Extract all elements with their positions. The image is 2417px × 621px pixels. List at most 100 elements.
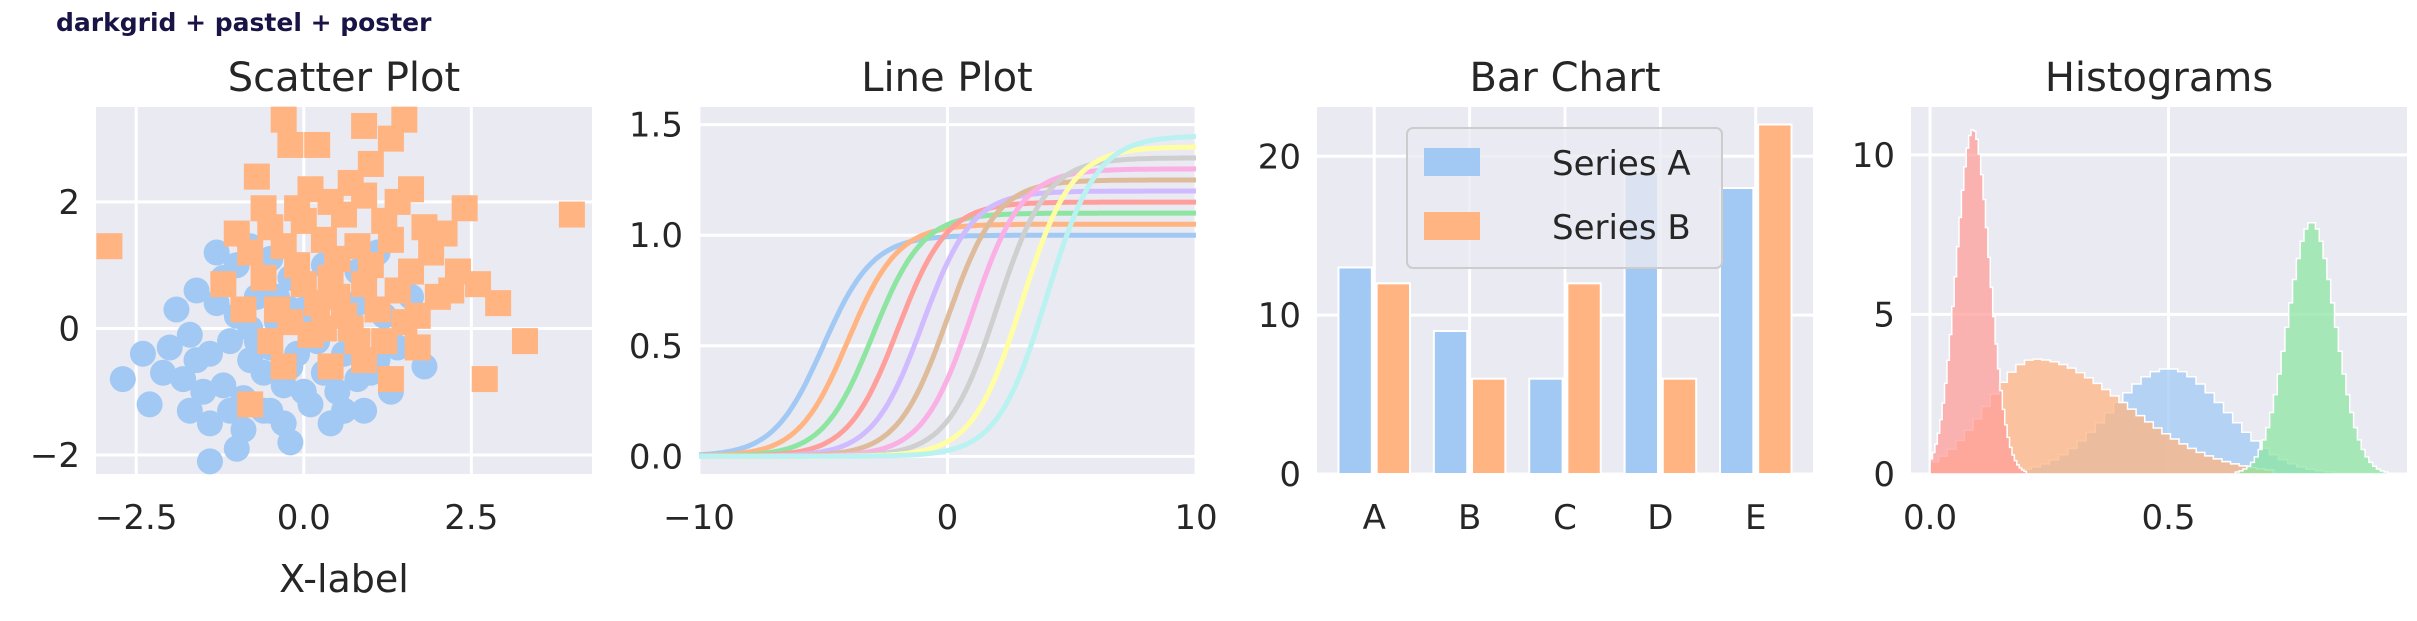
scatter-point-squares-38: [351, 271, 378, 298]
legend-label-series-b: Series B: [1552, 208, 1691, 248]
scatter-point-squares-41: [485, 290, 512, 317]
hist-ytick-2: 10: [1852, 136, 1895, 176]
bar-series-b-B: [1471, 377, 1507, 475]
scatter-point-circles-60: [290, 378, 317, 405]
scatter-point-circles-32: [190, 378, 217, 405]
bar-series-b-A: [1375, 282, 1411, 475]
legend-swatch-series-a: [1424, 148, 1480, 176]
figure-title: darkgrid + pastel + poster: [56, 8, 432, 37]
legend-label-series-a: Series A: [1552, 144, 1691, 184]
scatter-point-squares-15: [451, 195, 478, 222]
scatter-point-circles-22: [217, 328, 244, 355]
scatter-point-squares-21: [411, 214, 438, 241]
legend-swatch-series-b: [1424, 212, 1480, 240]
scatter-point-squares-66: [391, 309, 418, 336]
scatter-point-circles-63: [317, 410, 344, 437]
scatter-point-circles-0: [203, 239, 230, 266]
scatter-point-squares-0: [270, 106, 297, 133]
scatter-point-squares-57: [377, 366, 404, 393]
bar-xtick-A: A: [1363, 498, 1386, 538]
scatter-point-squares-42: [230, 296, 257, 323]
line-ytick-2: 1.0: [629, 216, 683, 256]
scatter-point-circles-39: [351, 397, 378, 424]
histogram-series: [1929, 128, 2389, 475]
scatter-point-squares-63: [357, 150, 384, 177]
scatter-point-squares-62: [284, 195, 311, 222]
line-ytick-1: 0.5: [629, 327, 683, 367]
scatter-xlabel: X-label: [279, 557, 409, 601]
scatter-point-squares-58: [471, 366, 498, 393]
scatter-point-squares-22: [237, 239, 264, 266]
histogram-series-H3: [2234, 221, 2389, 475]
line-title: Line Plot: [861, 55, 1032, 101]
scatter-point-circles-42: [196, 410, 223, 437]
scatter-point-squares-55: [317, 353, 344, 380]
scatter-point-squares-4: [304, 131, 331, 158]
scatter-point-squares-26: [377, 226, 404, 253]
hist-ytick-1: 5: [1873, 295, 1895, 335]
bar-ytick-0: 0: [1279, 455, 1301, 495]
scatter-point-circles-48: [196, 448, 223, 475]
line-series-L2: [699, 221, 1196, 459]
scatter-point-squares-65: [344, 328, 371, 355]
scatter-point-circles-47: [223, 435, 250, 462]
scatter-point-squares-35: [250, 264, 277, 291]
line-series: [698, 134, 1197, 459]
scatter-point-circles-66: [176, 397, 203, 424]
scatter-xtick-1: 0.0: [277, 498, 331, 538]
scatter-point-squares-3: [277, 131, 304, 158]
scatter-point-circles-50: [250, 359, 277, 386]
scatter-point-circles-54: [183, 347, 210, 374]
scatter-point-circles-9: [183, 277, 210, 304]
scatter-point-circles-65: [270, 410, 297, 437]
bar-ytick-1: 10: [1258, 296, 1301, 336]
bar-xtick-D: D: [1647, 498, 1673, 538]
scatter-point-squares-6: [243, 163, 270, 190]
line-series-L3: [699, 210, 1196, 459]
bar-xtick-C: C: [1553, 498, 1577, 538]
histogram-series-H4: [1929, 128, 2028, 475]
line-xtick-0: −10: [663, 498, 735, 538]
scatter-panel: −2.5 0.0 2.5 −2 0 2 Scatter Plot X-label: [30, 55, 592, 601]
line-panel: −10 0 10 0.0 0.5 1.0 1.5 Line Plot: [629, 55, 1218, 538]
scatter-point-squares-53: [511, 328, 538, 355]
scatter-tick-labels: −2.5 0.0 2.5 −2 0 2: [30, 183, 499, 538]
bar-legend: Series A Series B: [1406, 127, 1723, 269]
bar-series-a-B: [1432, 330, 1469, 476]
hist-ytick-0: 0: [1873, 455, 1895, 495]
scatter-point-circles-41: [136, 391, 163, 418]
scatter-point-circles-19: [156, 334, 183, 361]
scatter-point-squares-5: [377, 125, 404, 152]
legend-box: [1406, 127, 1723, 269]
scatter-ytick-1: 0: [58, 309, 80, 349]
scatter-point-squares-1: [351, 112, 378, 139]
scatter-xtick-0: −2.5: [95, 498, 178, 538]
scatter-point-circles-61: [129, 340, 156, 367]
scatter-point-squares-64: [310, 315, 337, 342]
scatter-title: Scatter Plot: [228, 55, 460, 101]
scatter-point-circles-33: [210, 372, 237, 399]
scatter-point-squares-59: [237, 391, 264, 418]
line-series-L10: [699, 134, 1197, 459]
hist-xtick-0: 0.0: [1903, 498, 1957, 538]
scatter-point-squares-69: [324, 283, 351, 310]
scatter-point-circles-40: [109, 366, 136, 393]
bar-series-a-A: [1337, 266, 1373, 475]
line-series-L1: [698, 232, 1196, 458]
bar-series-b-C: [1566, 282, 1602, 475]
scatter-ytick-2: 2: [58, 183, 80, 223]
scatter-point-squares-60: [96, 233, 123, 260]
scatter-ytick-0: −2: [30, 436, 80, 476]
scatter-point-squares-61: [558, 201, 585, 228]
bar-ytick-2: 20: [1258, 137, 1301, 177]
scatter-point-squares-67: [444, 258, 471, 285]
line-ytick-0: 0.0: [629, 437, 683, 477]
line-ytick-3: 1.5: [629, 106, 683, 146]
bar-tick-labels: A B C D E 0 10 20: [1258, 137, 1767, 538]
bar-series-a-E: [1719, 187, 1755, 475]
bar-series-b-E: [1757, 123, 1793, 475]
scatter-point-squares-19: [331, 201, 357, 228]
bar-series-a-C: [1528, 377, 1564, 475]
scatter-point-squares-34: [210, 271, 237, 298]
